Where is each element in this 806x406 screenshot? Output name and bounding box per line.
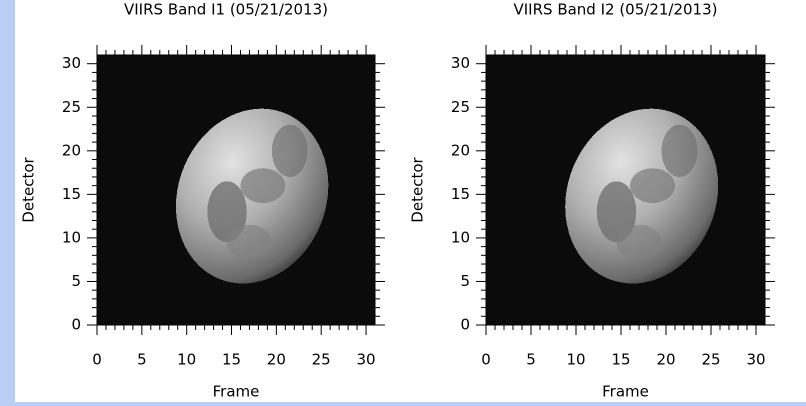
x-tick-label: 10 [177, 351, 196, 369]
page: {"chart_data": [ {"type": "image", "titl… [0, 0, 806, 406]
y-tick-label: 0 [460, 316, 470, 334]
x-tick-label: 15 [611, 351, 630, 369]
x-tick-label: 25 [701, 351, 720, 369]
x-tick-label: 25 [312, 351, 331, 369]
x-tick-label: 15 [222, 351, 241, 369]
x-axis-label: Frame [602, 383, 649, 401]
y-tick-label: 30 [62, 54, 81, 72]
y-tick-label: 10 [62, 228, 81, 246]
x-tick-label: 30 [746, 351, 765, 369]
x-axis-label: Frame [213, 383, 260, 401]
chart-title: VIIRS Band I1 (05/21/2013) [124, 1, 328, 19]
y-tick-label: 5 [460, 272, 470, 290]
chart: VIIRS Band I1 (05/21/2013) Frame Detector 0… [0, 0, 806, 406]
x-tick-label: 0 [92, 351, 102, 369]
y-tick-label: 15 [451, 185, 470, 203]
y-tick-label: 0 [71, 316, 81, 334]
y-axis-label: Detector [409, 156, 427, 222]
x-tick-label: 30 [356, 351, 375, 369]
x-tick-label: 0 [481, 351, 491, 369]
x-tick-label: 10 [566, 351, 585, 369]
y-tick-label: 15 [62, 185, 81, 203]
y-tick-label: 5 [71, 272, 81, 290]
x-tick-label: 5 [137, 351, 147, 369]
chart-title: VIIRS Band I2 (05/21/2013) [514, 1, 718, 19]
y-tick-label: 10 [451, 228, 470, 246]
y-tick-label: 20 [451, 141, 470, 159]
x-tick-label: 5 [526, 351, 536, 369]
y-tick-label: 25 [62, 98, 81, 116]
x-tick-label: 20 [267, 351, 286, 369]
x-tick-label: 20 [656, 351, 675, 369]
y-tick-label: 25 [451, 98, 470, 116]
y-axis-label: Detector [20, 156, 38, 222]
y-tick-label: 30 [451, 54, 470, 72]
y-tick-label: 20 [62, 141, 81, 159]
